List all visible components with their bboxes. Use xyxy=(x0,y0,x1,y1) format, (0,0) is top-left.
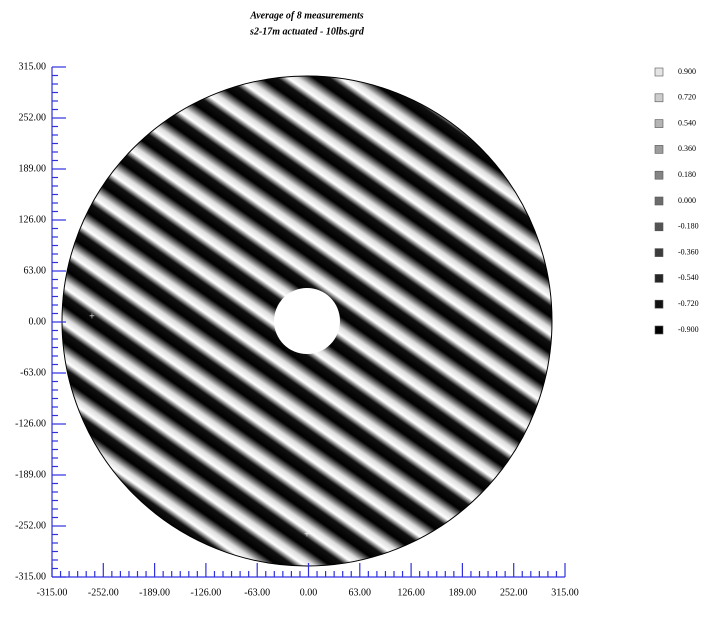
svg-text:+: + xyxy=(517,318,523,329)
y-tick-label: 0.00 xyxy=(29,316,47,327)
x-tick-label: -252.00 xyxy=(88,587,119,598)
y-tick-label: -126.00 xyxy=(15,418,46,429)
chart: Average of 8 measurements s2-17m actuate… xyxy=(0,0,723,640)
legend-label: -0.900 xyxy=(678,325,699,334)
legend-label: 0.540 xyxy=(678,118,696,127)
x-tick-label: 0.00 xyxy=(300,587,318,598)
y-tick-label: 189.00 xyxy=(19,163,47,174)
legend-swatch xyxy=(655,145,663,153)
x-tick-label: 315.00 xyxy=(551,587,579,598)
legend-label: 0.900 xyxy=(678,67,696,76)
legend-label: -0.180 xyxy=(678,222,699,231)
svg-text:+: + xyxy=(89,311,95,322)
svg-text:+: + xyxy=(304,529,310,540)
legend-swatch xyxy=(655,94,663,102)
legend-swatch xyxy=(655,68,663,76)
chart-title: Average of 8 measurements xyxy=(249,10,364,21)
legend-swatch xyxy=(655,120,663,128)
legend-swatch xyxy=(655,223,663,231)
y-tick-label: 126.00 xyxy=(19,214,47,225)
x-tick-label: -63.00 xyxy=(244,587,270,598)
legend-swatch xyxy=(655,171,663,179)
x-tick-label: 63.00 xyxy=(349,587,372,598)
legend-label: -0.540 xyxy=(678,273,699,282)
fringe-map: + + + + xyxy=(62,76,552,566)
y-tick-label: -189.00 xyxy=(15,469,46,480)
legend-label: 0.720 xyxy=(678,93,696,102)
legend-swatch xyxy=(655,249,663,257)
legend-swatch xyxy=(655,197,663,205)
legend-swatch xyxy=(655,274,663,282)
x-tick-label: 189.00 xyxy=(449,587,477,598)
legend-swatch xyxy=(655,300,663,308)
y-tick-label: 315.00 xyxy=(19,61,47,72)
x-tick-label: 126.00 xyxy=(397,587,425,598)
svg-text:+: + xyxy=(304,98,310,109)
legend-label: -0.360 xyxy=(678,247,699,256)
legend-label: -0.720 xyxy=(678,299,699,308)
legend-swatch xyxy=(655,326,663,334)
y-tick-label: 252.00 xyxy=(19,112,47,123)
x-tick-label: -189.00 xyxy=(139,587,170,598)
legend-label: 0.360 xyxy=(678,144,696,153)
x-tick-label: -315.00 xyxy=(37,587,68,598)
y-tick-label: -252.00 xyxy=(15,520,46,531)
chart-subtitle: s2-17m actuated - 10lbs.grd xyxy=(249,26,365,37)
y-tick-label: -315.00 xyxy=(15,571,46,582)
x-tick-label: -126.00 xyxy=(190,587,221,598)
x-tick-label: 252.00 xyxy=(500,587,528,598)
y-tick-label: 63.00 xyxy=(24,265,47,276)
y-tick-label: -63.00 xyxy=(20,367,46,378)
legend-label: 0.180 xyxy=(678,170,696,179)
legend-label: 0.000 xyxy=(678,196,696,205)
